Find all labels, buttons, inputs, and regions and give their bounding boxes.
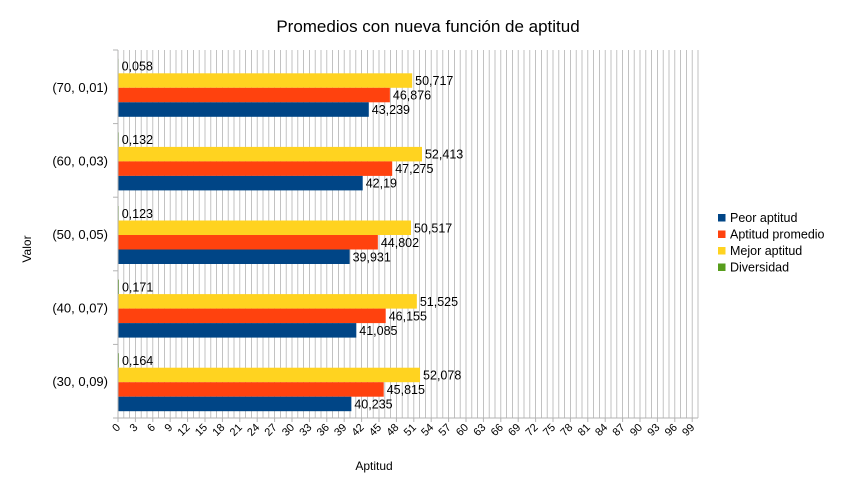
- category-label: (50, 0,05): [52, 227, 108, 242]
- data-label: 50,517: [414, 221, 452, 235]
- x-tick-label: 60: [454, 422, 471, 439]
- y-axis-title: Valor: [20, 235, 34, 262]
- x-tick-label: 78: [558, 422, 575, 439]
- data-label: 0,123: [122, 207, 153, 221]
- x-tick-label: 72: [524, 422, 541, 439]
- data-label: 41,085: [359, 324, 397, 338]
- data-label: 47,275: [395, 162, 433, 176]
- x-tick-label: 54: [419, 422, 436, 439]
- x-tick-label: 21: [228, 422, 245, 439]
- bar-aptitud-promedio: [118, 87, 390, 103]
- x-tick-label: 30: [280, 422, 297, 439]
- legend-swatch: [718, 263, 726, 271]
- x-tick-label: 0: [110, 422, 123, 435]
- x-tick-label: 6: [145, 422, 158, 435]
- data-label: 52,413: [425, 148, 463, 162]
- bar-aptitud-promedio: [118, 161, 393, 176]
- x-tick-label: 84: [593, 422, 610, 439]
- x-tick-label: 27: [263, 422, 280, 439]
- y-axis-categories: (70, 0,01) (60, 0,03) (50, 0,05) (40, 0,07)…: [52, 80, 108, 389]
- data-label: 46,155: [389, 309, 427, 323]
- bar-aptitud-promedio: [118, 308, 386, 324]
- data-label: 50,717: [415, 74, 453, 88]
- bar-peor-aptitud: [118, 323, 357, 338]
- bar-mejor-aptitud: [118, 367, 421, 383]
- x-tick-label: 75: [541, 422, 558, 439]
- bar-peor-aptitud: [118, 249, 350, 264]
- x-tick-label: 42: [350, 422, 367, 439]
- data-label: 42,19: [366, 177, 397, 191]
- data-label: 46,876: [393, 89, 431, 103]
- x-tick-label: 33: [297, 422, 314, 439]
- x-axis-ticks: 0 3 6 9 12 15 18 21 24 27 30 33 36 39 42 45 48 51 54 57 60 63…: [110, 418, 697, 439]
- legend-swatch: [718, 214, 726, 222]
- legend-label: Peor aptitud: [730, 211, 797, 225]
- x-tick-label: 57: [437, 422, 454, 439]
- x-tick-label: 18: [210, 422, 227, 439]
- data-label: 45,815: [387, 383, 425, 397]
- x-tick-label: 24: [245, 422, 262, 439]
- x-tick-label: 87: [611, 422, 628, 439]
- x-axis-title: Aptitud: [355, 459, 392, 473]
- chart-axes: [113, 49, 698, 419]
- chart-title: Promedios con nueva función de aptitud: [276, 17, 579, 36]
- bar-mejor-aptitud: [118, 146, 422, 162]
- bar-aptitud-promedio: [118, 235, 378, 250]
- bar-mejor-aptitud: [118, 220, 411, 235]
- x-tick-label: 12: [176, 422, 193, 439]
- bar-aptitud-promedio: [118, 382, 384, 397]
- x-tick-label: 9: [163, 422, 176, 435]
- x-tick-label: 39: [332, 422, 349, 439]
- chart-legend: Peor aptitud Aptitud promedio Mejor aptitu…: [718, 211, 825, 275]
- x-tick-label: 93: [645, 422, 662, 439]
- category-label: (70, 0,01): [52, 80, 108, 95]
- x-tick-label: 36: [315, 422, 332, 439]
- x-tick-label: 3: [128, 422, 141, 435]
- x-tick-label: 81: [576, 422, 593, 439]
- x-tick-label: 63: [471, 422, 488, 439]
- bar-mejor-aptitud: [118, 73, 413, 88]
- x-tick-label: 99: [680, 422, 697, 439]
- data-label: 43,239: [372, 103, 410, 117]
- data-label: 0,164: [122, 354, 153, 368]
- data-label: 39,931: [353, 250, 391, 264]
- bar-peor-aptitud: [118, 396, 352, 412]
- data-label: 52,078: [423, 368, 461, 382]
- category-label: (60, 0,03): [52, 153, 108, 168]
- legend-label: Diversidad: [730, 261, 789, 275]
- data-label: 44,802: [381, 236, 419, 250]
- bar-peor-aptitud: [118, 102, 369, 117]
- x-tick-label: 69: [506, 422, 523, 439]
- x-tick-label: 66: [489, 422, 506, 439]
- x-tick-label: 51: [402, 422, 419, 439]
- category-label: (30, 0,09): [52, 374, 108, 389]
- data-label: 0,171: [122, 280, 153, 294]
- legend-label: Mejor aptitud: [730, 244, 802, 258]
- legend-swatch: [718, 247, 726, 255]
- category-label: (40, 0,07): [52, 301, 108, 316]
- data-label: 0,132: [122, 133, 153, 147]
- data-label: 51,525: [420, 295, 458, 309]
- x-tick-label: 96: [663, 422, 680, 439]
- x-tick-label: 45: [367, 422, 384, 439]
- legend-label: Aptitud promedio: [730, 228, 825, 242]
- bar-mejor-aptitud: [118, 294, 417, 309]
- x-tick-label: 48: [384, 422, 401, 439]
- bar-peor-aptitud: [118, 175, 363, 191]
- data-label: 40,235: [354, 397, 392, 411]
- data-label: 0,058: [122, 60, 153, 74]
- x-tick-label: 15: [193, 422, 210, 439]
- legend-swatch: [718, 230, 726, 238]
- x-tick-label: 90: [628, 422, 645, 439]
